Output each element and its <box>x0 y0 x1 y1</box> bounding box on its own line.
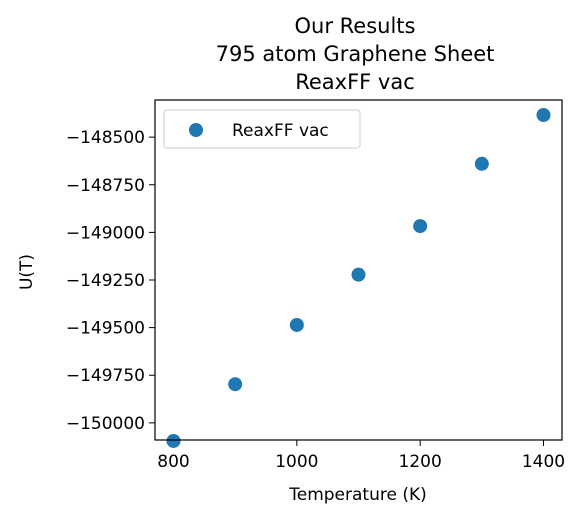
x-axis-ticks: 800 1000 1200 1400 <box>157 440 565 472</box>
data-point <box>166 433 181 448</box>
x-tick-label: 1400 <box>522 452 565 472</box>
y-tick-label: −149250 <box>66 271 145 291</box>
data-point <box>351 267 366 282</box>
chart-title-line-1: Our Results <box>295 14 416 38</box>
legend-marker <box>189 123 203 137</box>
x-tick-label: 800 <box>157 452 189 472</box>
x-axis-label: Temperature (K) <box>288 485 427 505</box>
y-tick-label: −149500 <box>66 319 145 339</box>
chart-title-line-2: 795 atom Graphene Sheet <box>216 42 495 66</box>
data-point <box>536 108 551 123</box>
data-point <box>228 377 243 392</box>
y-tick-label: −149000 <box>66 223 145 243</box>
y-axis-label: U(T) <box>17 254 37 290</box>
x-tick-label: 1200 <box>399 452 442 472</box>
data-point <box>474 156 489 171</box>
legend-label: ReaxFF vac <box>232 121 329 141</box>
chart-title: Our Results 795 atom Graphene Sheet Reax… <box>216 14 495 94</box>
y-tick-label: −148750 <box>66 176 145 196</box>
y-tick-label: −149750 <box>66 366 145 386</box>
legend: ReaxFF vac <box>163 109 361 149</box>
x-tick-label: 1000 <box>275 452 318 472</box>
plot-frame <box>154 99 563 441</box>
y-tick-label: −150000 <box>66 414 145 434</box>
data-points <box>166 108 551 448</box>
y-axis-ticks: −150000 −149750 −149500 −149250 −149000 −1487… <box>66 128 155 434</box>
legend-box <box>163 109 361 149</box>
data-point <box>413 219 428 234</box>
chart-title-line-3: ReaxFF vac <box>295 70 415 94</box>
data-point <box>289 317 304 332</box>
y-tick-label: −148500 <box>66 128 145 148</box>
